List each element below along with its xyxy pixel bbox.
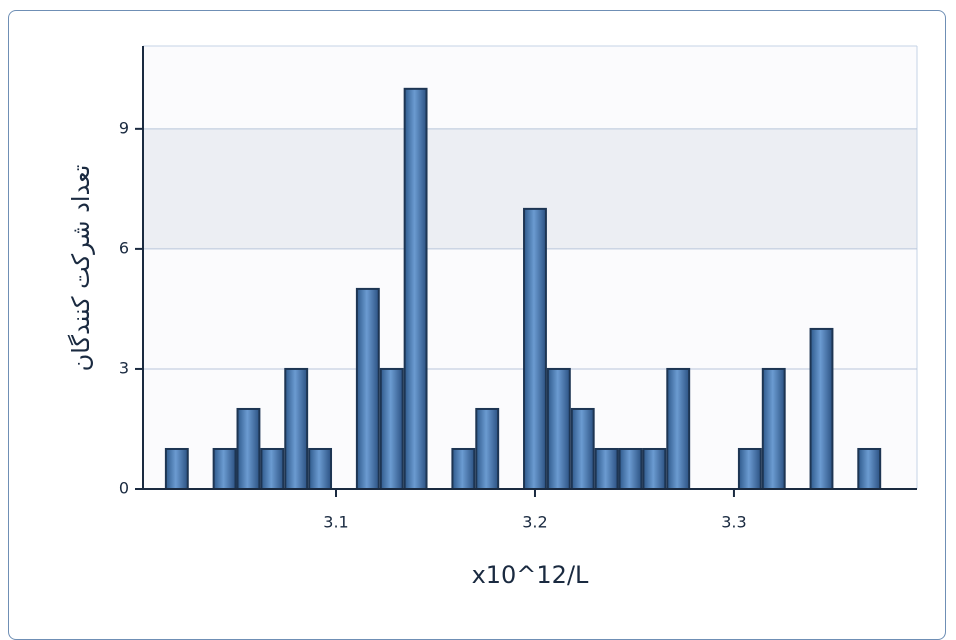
x-tick-label: 3.3 — [721, 513, 746, 532]
y-tick-label: 6 — [119, 238, 129, 257]
bar — [570, 407, 595, 490]
bar — [260, 447, 285, 490]
y-tick-label: 0 — [119, 479, 129, 498]
bar — [642, 447, 667, 490]
bar — [212, 447, 237, 490]
bar — [857, 447, 882, 490]
bar — [379, 367, 404, 490]
bar — [761, 367, 786, 490]
bar — [475, 407, 500, 490]
x-tick-label: 3.2 — [522, 513, 547, 532]
bar — [355, 287, 380, 490]
bar — [523, 207, 547, 490]
bar — [308, 447, 333, 490]
bar — [451, 447, 476, 490]
bar — [594, 447, 619, 490]
y-tick-label: 9 — [119, 118, 129, 137]
x-axis-title: x10^12/L — [472, 561, 589, 589]
x-tick-label: 3.1 — [323, 513, 348, 532]
bar — [618, 447, 643, 490]
bar — [403, 87, 428, 490]
bar — [236, 407, 261, 490]
bar — [546, 367, 571, 490]
y-tick-label: 3 — [119, 358, 129, 377]
bar — [737, 447, 762, 490]
bar — [666, 367, 691, 490]
bar — [164, 447, 189, 490]
bar — [284, 367, 309, 490]
y-axis-title: تعداد شرکت کنندگان — [67, 165, 95, 372]
bar — [809, 327, 834, 490]
